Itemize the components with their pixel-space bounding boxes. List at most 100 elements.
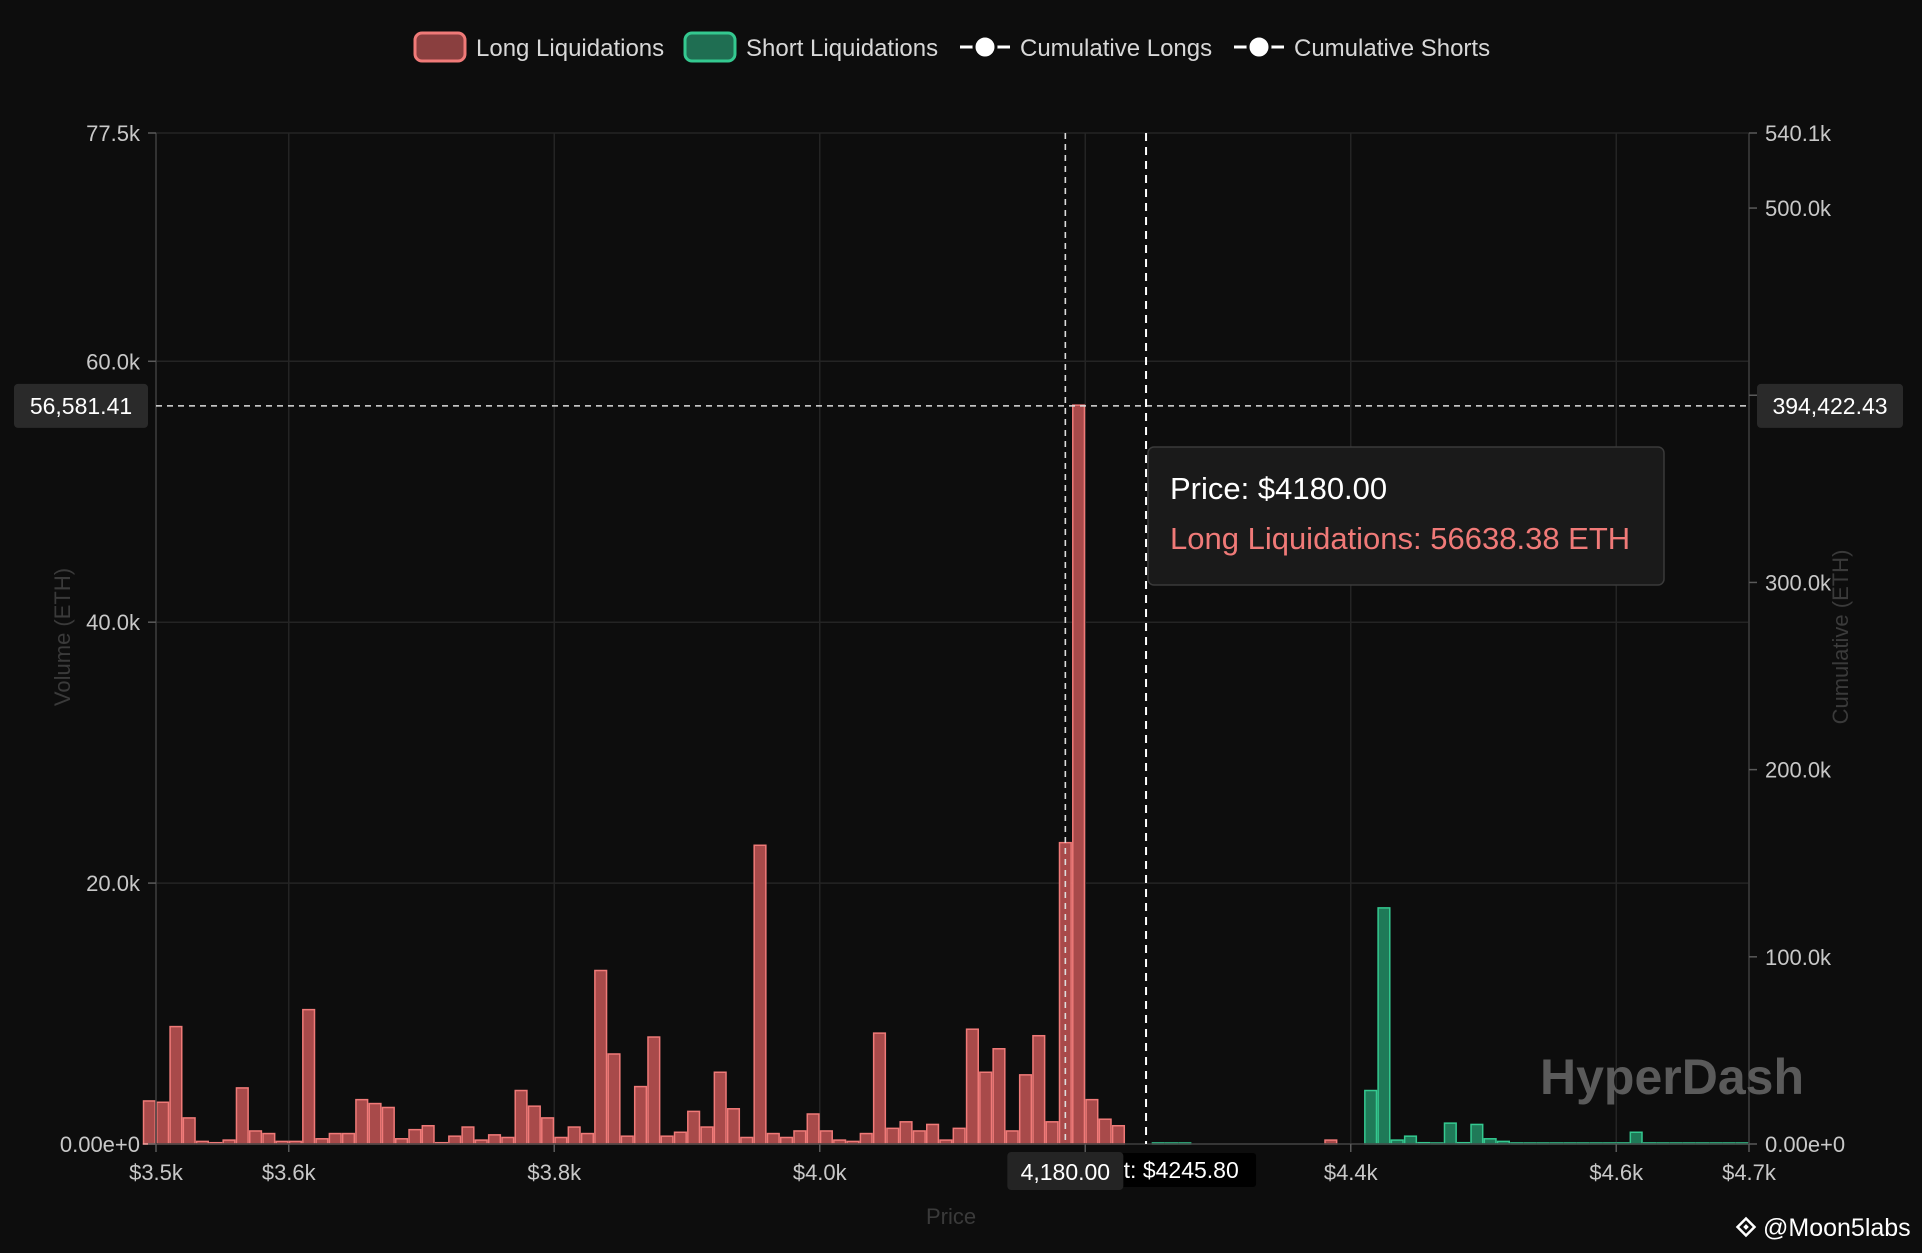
crosshair-y-left-label-box [14,383,148,428]
bar-long-4120[interactable] [979,1071,993,1145]
bar-long-4170[interactable] [1045,1121,1059,1145]
bar-long-4210[interactable] [1098,1118,1112,1145]
bar-long-3680[interactable] [395,1138,409,1145]
bar-long-3870[interactable] [647,1036,661,1145]
bar-long-3910[interactable] [700,1126,714,1145]
bar-short-4610[interactable] [1629,1131,1643,1145]
bar-long-3660[interactable] [368,1102,382,1145]
bar-long-4030[interactable] [859,1132,873,1145]
bar-long-3930[interactable] [726,1108,741,1145]
bar-short-4420[interactable] [1377,907,1391,1145]
bar-long-3690[interactable] [408,1128,422,1145]
y2-tick-label-6: 540.1k [1765,121,1832,146]
bar-long-3700[interactable] [421,1124,435,1145]
legend-item-cumulative-longs[interactable]: Cumulative Longs [960,34,1212,62]
bar-long-3560[interactable] [235,1087,249,1145]
bar-long-4190[interactable] [1072,404,1086,1145]
bar-long-3520[interactable] [182,1117,196,1145]
x-tick-label-5: $4.4k [1324,1160,1379,1185]
legend-label-cumulative-shorts: Cumulative Shorts [1294,35,1490,62]
bar-long-4100[interactable] [952,1127,966,1145]
legend: Long Liquidations Short Liquidations Cum… [413,31,1490,63]
bar-long-3650[interactable] [355,1098,369,1145]
bar-long-3860[interactable] [633,1085,648,1145]
legend-marker-cumulative-longs [972,34,998,60]
bar-long-4110[interactable] [965,1028,980,1145]
bar-long-3890[interactable] [673,1131,687,1145]
bar-long-3820[interactable] [580,1132,595,1145]
bar-long-3570[interactable] [248,1130,263,1145]
crosshair-x-label-box [1007,1152,1124,1190]
x-tick-label-1: $3.6k [262,1160,317,1185]
bar-long-4040[interactable] [872,1032,887,1145]
bar-long-3960[interactable] [766,1132,780,1145]
legend-swatch-short [683,31,737,63]
bar-long-3630[interactable] [328,1132,342,1145]
bar-long-3940[interactable] [740,1136,754,1145]
tooltip-price: Price: $4180.00 [1170,471,1387,506]
bar-long-3810[interactable] [567,1126,581,1145]
bar-long-4060[interactable] [899,1121,913,1145]
bar-short-4500[interactable] [1483,1138,1497,1145]
bar-long-3970[interactable] [779,1136,794,1145]
bar-long-3760[interactable] [501,1136,515,1145]
bar-short-4470[interactable] [1443,1122,1457,1145]
bar-long-4080[interactable] [926,1123,940,1145]
bar-long-3990[interactable] [806,1113,820,1145]
bar-long-4220[interactable] [1111,1124,1126,1145]
crosshair-y-right-label-box [1757,383,1903,428]
bar-long-4160[interactable] [1032,1034,1046,1145]
bar-long-3610[interactable] [302,1008,316,1145]
bar-long-3720[interactable] [448,1135,462,1145]
hyperdash-watermark: HyperDash [1540,1049,1804,1105]
bar-long-3730[interactable] [461,1126,475,1145]
y2-tick-label-3: 300.0k [1765,570,1832,595]
bar-long-4150[interactable] [1018,1074,1033,1145]
tooltip-box [1147,446,1665,586]
bar-long-3900[interactable] [687,1110,701,1145]
bar-short-4410[interactable] [1364,1089,1378,1145]
bar-long-3830[interactable] [594,969,608,1145]
bar-short-4490[interactable] [1470,1123,1484,1145]
y-tick-label-3: 60.0k [86,349,141,374]
binance-square-logo-icon [1735,1216,1757,1238]
bar-long-3640[interactable] [341,1132,356,1145]
bar-long-3770[interactable] [514,1089,528,1145]
legend-label-long: Long Liquidations [476,35,664,62]
bar-long-4070[interactable] [912,1130,926,1145]
bar-long-4200[interactable] [1085,1098,1099,1145]
bar-long-3850[interactable] [620,1135,634,1145]
bar-long-3880[interactable] [660,1135,674,1145]
bar-long-3750[interactable] [487,1134,502,1145]
bar-long-3510[interactable] [169,1025,183,1145]
bar-long-3790[interactable] [541,1117,555,1145]
bar-long-3580[interactable] [262,1132,276,1145]
bar-long-3980[interactable] [793,1130,807,1145]
bar-long-4050[interactable] [886,1127,900,1145]
bar-long-4130[interactable] [992,1048,1006,1145]
y2-tick-label-1: 100.0k [1765,945,1832,970]
bar-long-3500[interactable] [156,1101,170,1145]
y-tick-label-4: 77.5k [86,121,141,146]
bar-long-3950[interactable] [753,844,767,1145]
bar-short-4440[interactable] [1403,1135,1418,1145]
legend-item-cumulative-shorts[interactable]: Cumulative Shorts [1234,34,1490,62]
x-tick-label-2: $3.8k [527,1160,582,1185]
bar-long-3780[interactable] [527,1105,541,1145]
legend-item-short-liquidations[interactable]: Short Liquidations [683,31,938,63]
bar-long-3920[interactable] [713,1071,727,1145]
bar-long-4140[interactable] [1005,1130,1019,1145]
y2-tick-label-2: 200.0k [1765,758,1832,783]
legend-marker-cumulative-shorts [1246,34,1272,60]
bar-long-4000[interactable] [819,1130,833,1145]
bar-long-3490[interactable] [142,1100,156,1145]
crosshair-x-label: 4,180.00 [1021,1159,1111,1185]
legend-item-long-liquidations[interactable]: Long Liquidations [413,31,664,63]
bar-long-3670[interactable] [381,1106,395,1145]
bar-long-3800[interactable] [554,1136,568,1145]
bar-long-3620[interactable] [315,1138,329,1145]
bar-long-3840[interactable] [607,1053,621,1145]
